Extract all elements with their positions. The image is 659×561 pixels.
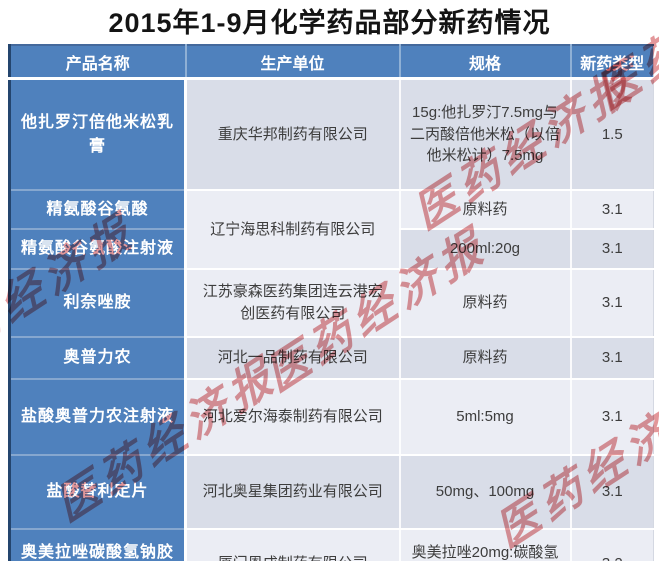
spec-cell: 原料药 [399, 269, 572, 338]
manufacturer-cell: 河北爱尔海泰制药有限公司 [185, 379, 401, 456]
spec-cell: 15g:他扎罗汀7.5mg与二丙酸倍他米松（以倍他米松计）7.5mg [399, 78, 572, 191]
col-header-manufacturer: 生产单位 [185, 44, 401, 80]
type-cell: 3.1 [570, 269, 654, 338]
type-cell: 3.2 [570, 529, 654, 561]
table-row: 奥普力农 河北一品制药有限公司 原料药 3.1 [9, 337, 654, 380]
new-drugs-table: 产品名称 生产单位 规格 新药类型 他扎罗汀倍他米松乳膏 重庆华邦制药有限公司 … [8, 44, 654, 561]
table-row: 精氨酸谷氨酸 辽宁海思科制药有限公司 原料药 3.1 [9, 190, 654, 270]
spec-cell: 50mg、100mg [399, 455, 572, 530]
type-cell: 3.1 [570, 337, 654, 380]
table-header-row: 产品名称 生产单位 规格 新药类型 [9, 44, 654, 80]
type-cell: 3.1 [570, 379, 654, 456]
table-row: 精氨酸谷氨酸注射液 200ml:20g 3.1 [9, 229, 654, 270]
type-cell: 1.5 [570, 78, 654, 191]
col-header-type: 新药类型 [570, 44, 654, 80]
table-row: 盐酸奥普力农注射液 河北爱尔海泰制药有限公司 5ml:5mg 3.1 [9, 379, 654, 456]
col-header-product: 产品名称 [9, 44, 187, 80]
manufacturer-cell: 河北一品制药有限公司 [185, 337, 401, 380]
product-cell: 盐酸奥普力农注射液 [9, 379, 187, 456]
table-row: 奥美拉唑碳酸氢钠胶囊 厦门恩成制药有限公司 奥美拉唑20mg:碳酸氢钠1100m… [9, 529, 654, 561]
product-cell: 他扎罗汀倍他米松乳膏 [9, 78, 187, 191]
table-row: 利奈唑胺 江苏豪森医药集团连云港宏创医药有限公司 原料药 3.1 [9, 269, 654, 338]
spec-cell: 原料药 [399, 337, 572, 380]
spec-cell: 原料药 [399, 190, 572, 230]
type-cell: 3.1 [570, 229, 654, 270]
manufacturer-cell: 江苏豪森医药集团连云港宏创医药有限公司 [185, 269, 401, 338]
manufacturer-cell: 河北奥星集团药业有限公司 [185, 455, 401, 530]
type-cell: 3.1 [570, 190, 654, 230]
manufacturer-cell: 厦门恩成制药有限公司 [185, 529, 401, 561]
table-row: 他扎罗汀倍他米松乳膏 重庆华邦制药有限公司 15g:他扎罗汀7.5mg与二丙酸倍… [9, 78, 654, 191]
spec-cell: 5ml:5mg [399, 379, 572, 456]
product-cell: 利奈唑胺 [9, 269, 187, 338]
product-cell: 盐酸替利定片 [9, 455, 187, 530]
manufacturer-cell: 辽宁海思科制药有限公司 [185, 190, 401, 270]
product-cell: 奥普力农 [9, 337, 187, 380]
product-cell: 奥美拉唑碳酸氢钠胶囊 [9, 529, 187, 561]
table-row: 盐酸替利定片 河北奥星集团药业有限公司 50mg、100mg 3.1 [9, 455, 654, 530]
spec-cell: 200ml:20g [399, 229, 572, 270]
col-header-spec: 规格 [399, 44, 572, 80]
product-cell: 精氨酸谷氨酸注射液 [9, 229, 187, 270]
type-cell: 3.1 [570, 455, 654, 530]
manufacturer-cell: 重庆华邦制药有限公司 [185, 78, 401, 191]
product-cell: 精氨酸谷氨酸 [9, 190, 187, 230]
page-title: 2015年1-9月化学药品部分新药情况 [108, 8, 551, 38]
spec-cell: 奥美拉唑20mg:碳酸氢钠1100mg [399, 529, 572, 561]
